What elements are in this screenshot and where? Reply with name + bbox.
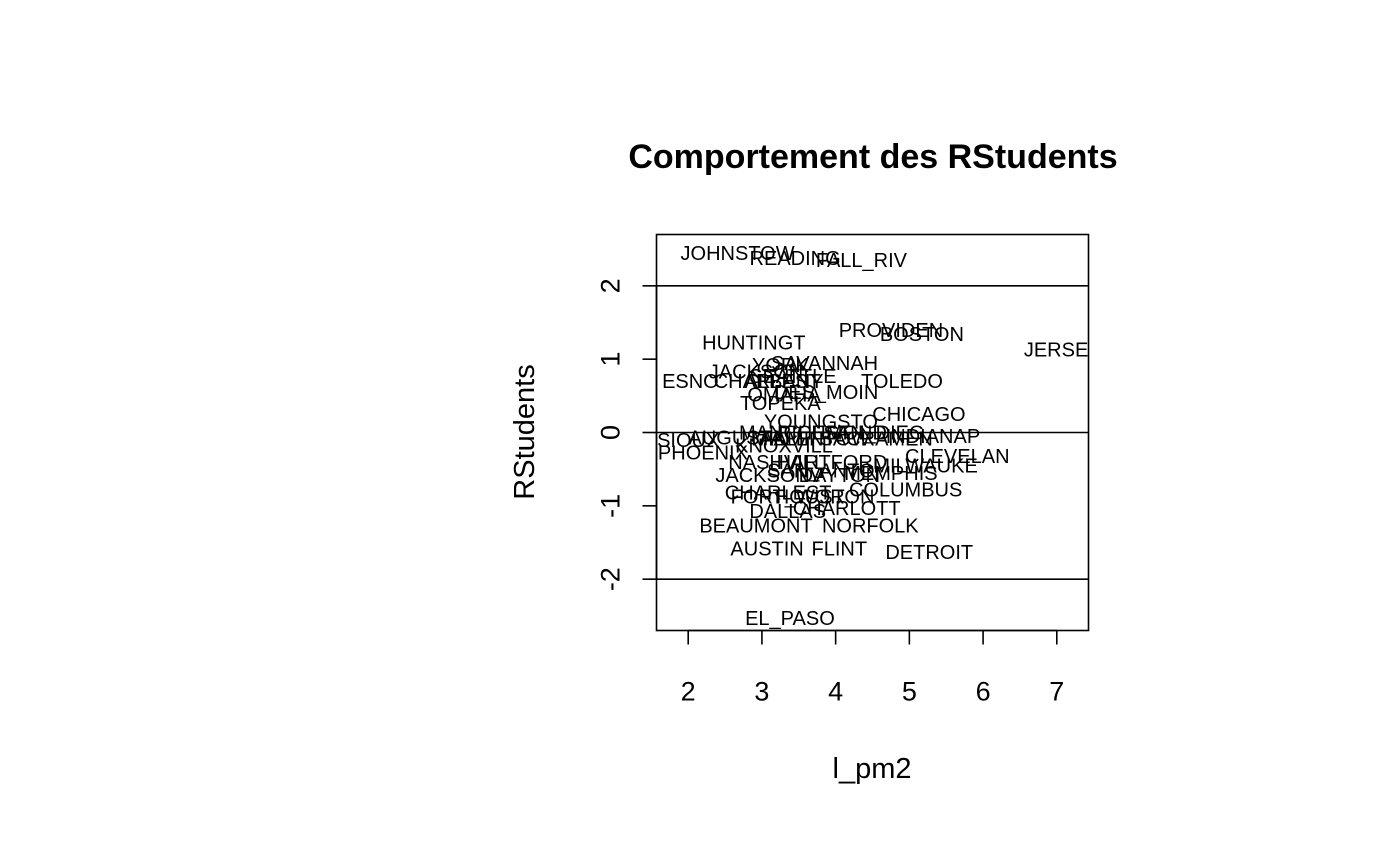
point-label: NORFOLK — [822, 516, 919, 538]
point-label: DES_MOIN — [774, 382, 878, 404]
point-label: READING — [750, 248, 841, 270]
x-tick-label: 6 — [976, 677, 991, 707]
point-label: SAN_ANTO — [767, 461, 874, 483]
point-label: RICHMOND — [777, 423, 887, 445]
x-axis: 2 3 4 5 6 7 — [681, 629, 1064, 707]
x-tick-label: 3 — [754, 677, 769, 707]
y-tick-label: 2 — [596, 278, 626, 293]
point-label: ALBANY — [745, 371, 824, 393]
point-label: SACRAMEN — [820, 428, 933, 450]
point-label: ALLENTOW — [760, 428, 870, 450]
point-label: PHOENIX — [658, 442, 748, 464]
x-tick-label: 7 — [1049, 677, 1064, 707]
point-label: CHARLOTT — [793, 498, 901, 520]
point-label: DALLAS — [749, 501, 826, 523]
point-label: OMAHA — [747, 384, 821, 406]
point-label: HARTFORD — [777, 452, 888, 474]
point-label: JOHNSTOW — [681, 243, 795, 265]
point-label: MILWAUKE — [873, 456, 977, 478]
point-label: DAYTON — [799, 465, 881, 487]
point-label: MIAMI — [751, 428, 809, 450]
x-axis-label: l_pm2 — [833, 753, 912, 785]
point-label: FLINT — [812, 538, 868, 560]
point-label: SAN_DIEG — [823, 423, 924, 445]
point-label: JERSE — [1024, 340, 1088, 362]
point-label: ESNO — [662, 371, 719, 393]
point-label: SIOUX — [657, 430, 719, 452]
point-label: YOUNGSTO — [764, 412, 878, 434]
point-label: COLUMBUS — [849, 480, 962, 502]
point-label: MEMPHIS — [844, 463, 937, 485]
point-label: JACKSON — [709, 362, 803, 384]
y-axis: -2 -1 0 1 2 — [596, 278, 658, 591]
point-label: FALL_RIV — [816, 250, 908, 272]
point-label: EL_PASO — [745, 608, 835, 630]
x-tick-label: 5 — [902, 677, 917, 707]
point-label: FORT_WOR — [731, 486, 845, 508]
point-label: TOPEKA — [740, 393, 821, 415]
chart-title: Comportement des RStudents — [628, 138, 1117, 176]
point-label: HUNTINGT — [702, 332, 805, 354]
y-axis-label: RStudents — [509, 364, 541, 499]
point-label: CHARLEST — [714, 371, 821, 393]
reference-lines — [656, 285, 1089, 580]
point-label: CLEVELAN — [905, 446, 1010, 468]
x-tick-label: 4 — [828, 677, 843, 707]
x-tick-label: 2 — [681, 677, 696, 707]
y-tick-label: 0 — [596, 425, 626, 440]
point-label: JACKSONV — [715, 465, 823, 487]
point-label: AUSTIN — [730, 538, 803, 560]
point-label: DETROIT — [885, 542, 973, 564]
point-label: BEAUMONT — [699, 516, 812, 538]
y-tick-label: 1 — [596, 352, 626, 367]
point-label: BOSTON — [880, 324, 964, 346]
point-label: TOLEDO — [861, 371, 943, 393]
y-tick-label: -1 — [596, 494, 626, 518]
point-label: SAVANNAH — [771, 353, 878, 375]
point-label: SEATTLE — [749, 366, 836, 388]
point-label: MANCHEST — [739, 423, 851, 445]
point-label: PROVIDEN — [839, 320, 943, 342]
point-label: HOUSTON — [775, 486, 875, 508]
point-label: NASHVILL — [728, 452, 825, 474]
point-label: CHARLEST — [725, 483, 832, 505]
point-label: CHICAGO — [872, 404, 965, 426]
y-tick-label: -2 — [596, 567, 626, 591]
point-label: INDIANAP — [886, 426, 980, 448]
point-label: AUGUSTA — [689, 428, 785, 450]
point-label: KNOXVILL — [735, 436, 833, 458]
point-label: YORK — [752, 355, 809, 377]
